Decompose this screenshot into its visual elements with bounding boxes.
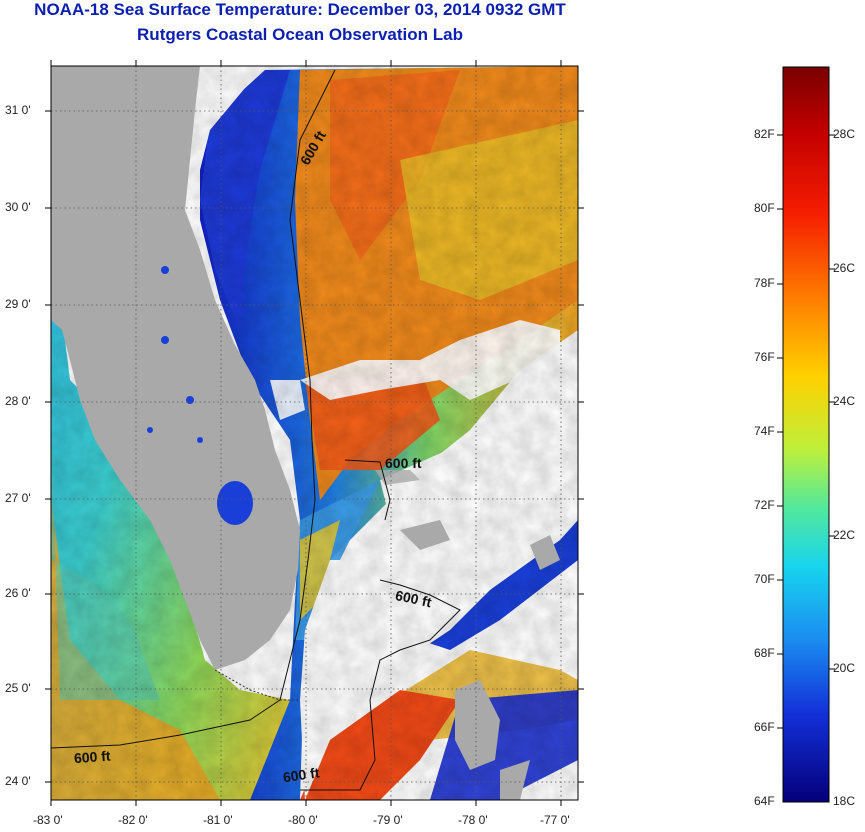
- isobath-600ft-east: [51, 69, 336, 749]
- bahamas-land: [400, 520, 450, 550]
- lat-tick-label: 25 0': [5, 681, 31, 695]
- lon-tick-label: -82 0': [118, 813, 148, 827]
- lat-tick-label: 27 0': [5, 491, 31, 505]
- colorbar-f-label: 70F: [754, 572, 775, 586]
- contour-label: 600 ft: [73, 748, 111, 767]
- map-subtitle: Rutgers Coastal Ocean Observation Lab: [137, 25, 463, 44]
- colorbar-f-label: 66F: [754, 720, 775, 734]
- colorbar-c-label: 22C: [833, 528, 856, 542]
- colorbar-c-label: 18C: [833, 794, 856, 808]
- contour-label: 600 ft: [394, 587, 433, 610]
- isobath-600ft-south: [300, 579, 461, 791]
- contour-label: 600 ft: [385, 455, 422, 471]
- map-title: NOAA-18 Sea Surface Temperature: Decembe…: [34, 0, 566, 19]
- colorbar-f-label: 72F: [754, 498, 775, 512]
- colorbar-f-label: 74F: [754, 424, 775, 438]
- colorbar-f-label: 82F: [754, 127, 775, 141]
- lon-tick-label: -79 0': [373, 813, 403, 827]
- lon-tick-label: -77 0': [540, 813, 570, 827]
- colorbar-f-label: 68F: [754, 646, 775, 660]
- colorbar-f-label: 80F: [754, 201, 775, 215]
- contour-label: 600 ft: [282, 764, 321, 785]
- lon-tick-label: -78 0': [458, 813, 488, 827]
- colorbar-c-label: 24C: [833, 394, 856, 408]
- lat-tick-label: 31 0': [5, 103, 31, 117]
- colorbar-c-label: 20C: [833, 661, 856, 675]
- colorbar-c-label: 26C: [833, 261, 856, 275]
- lon-tick-label: -80 0': [288, 813, 318, 827]
- lat-tick-label: 24 0': [5, 774, 31, 788]
- lake-okeechobee: [217, 481, 253, 525]
- colorbar-f-label: 64F: [754, 794, 775, 808]
- lat-tick-label: 30 0': [5, 200, 31, 214]
- lat-tick-label: 26 0': [5, 586, 31, 600]
- lon-tick-label: -83 0': [33, 813, 63, 827]
- colorbar: [782, 66, 830, 803]
- colorbar-c-label: 28C: [833, 127, 856, 141]
- lat-tick-label: 28 0': [5, 394, 31, 408]
- colorbar-f-label: 78F: [754, 276, 775, 290]
- lon-tick-label: -81 0': [203, 813, 233, 827]
- colorbar-f-label: 76F: [754, 350, 775, 364]
- map-frame: [50, 65, 579, 801]
- lat-tick-label: 29 0': [5, 297, 31, 311]
